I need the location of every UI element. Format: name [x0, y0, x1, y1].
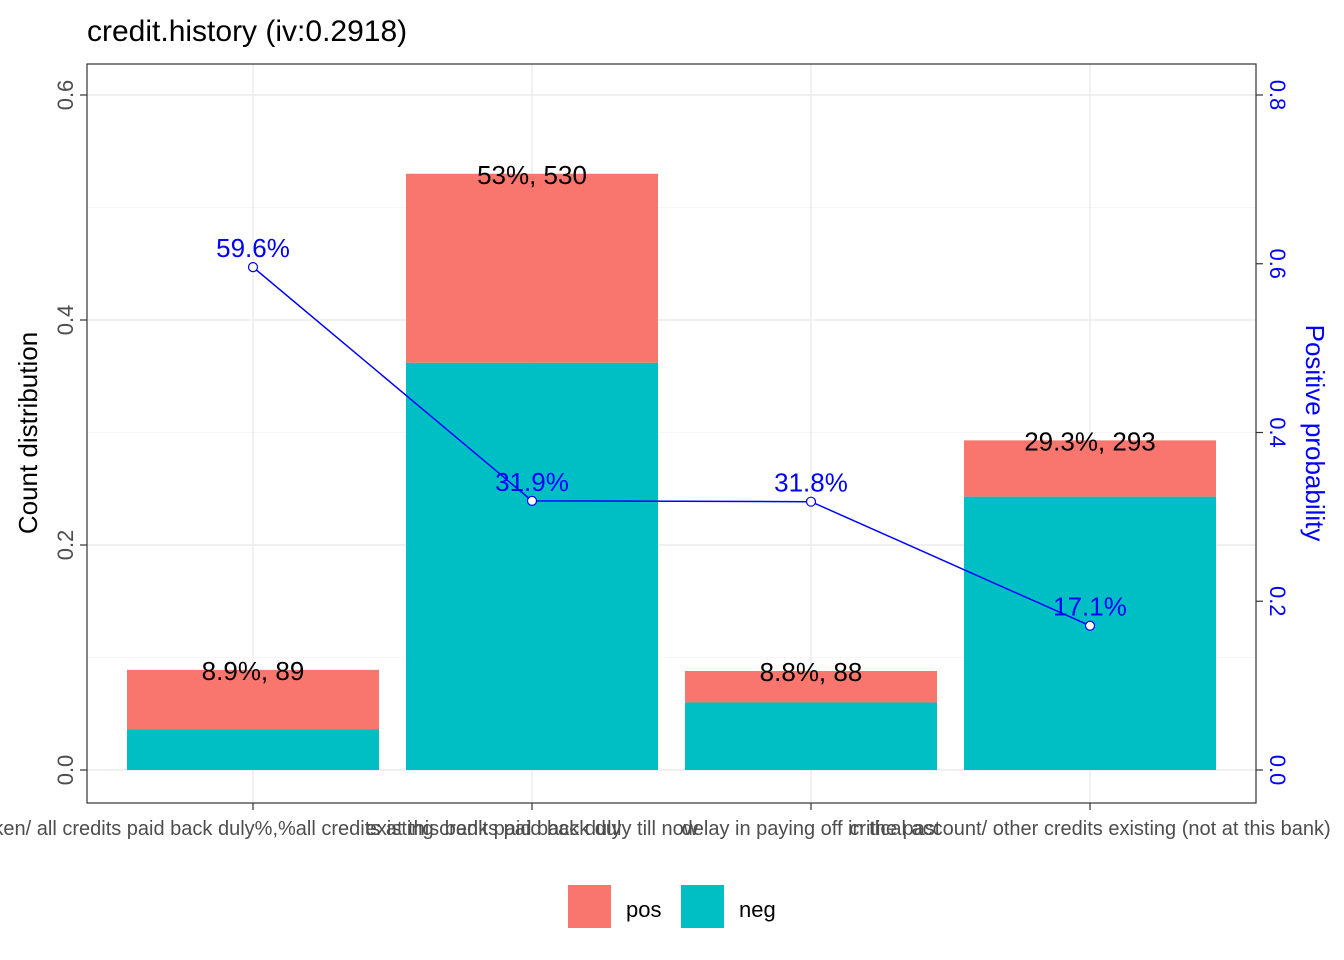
- bar-value-label: 53%, 530: [477, 160, 587, 190]
- right-tick-label: 0.8: [1265, 80, 1290, 111]
- right-tick-label: 0.2: [1265, 586, 1290, 617]
- probability-point: [805, 496, 817, 507]
- bar-pos: [127, 669, 379, 730]
- x-axis: no credits taken/ all credits paid back …: [0, 803, 1331, 840]
- bar-neg: [127, 729, 379, 770]
- left-tick-label: 0.4: [53, 305, 78, 336]
- left-tick-label: 0.2: [53, 530, 78, 561]
- right-tick-label: 0.0: [1265, 755, 1290, 786]
- y-axis-label-right: Positive probability: [1300, 325, 1330, 542]
- right-tick-label: 0.6: [1265, 248, 1290, 279]
- left-tick-label: 0.0: [53, 755, 78, 786]
- probability-label: 31.9%: [495, 467, 569, 497]
- probability-point: [247, 262, 259, 273]
- legend-label-neg: neg: [739, 897, 776, 922]
- bar-pos: [406, 173, 658, 363]
- legend-label-pos: pos: [626, 897, 661, 922]
- bar-value-label: 8.8%, 88: [760, 657, 863, 687]
- x-tick-label: no credits taken/ all credits paid back …: [0, 818, 622, 840]
- bar-value-label: 29.3%, 293: [1024, 426, 1156, 456]
- bar-labels: 8.9%, 89 53%, 530 8.8%, 88 29.3%, 293: [202, 160, 1156, 687]
- x-tick-label: existing credits paid back duly till now: [366, 818, 699, 840]
- probability-line: 59.6% 31.9% 31.8% 17.1%: [216, 233, 1127, 631]
- bar-pos: [685, 671, 937, 703]
- bar-pos: [964, 440, 1216, 497]
- x-tick-label: critical account/ other credits existing…: [849, 818, 1330, 840]
- chart-title: credit.history (iv:0.2918): [87, 15, 407, 48]
- bars: [127, 173, 1216, 770]
- bar-neg: [964, 496, 1216, 770]
- probability-point: [1084, 620, 1096, 631]
- probability-label: 17.1%: [1053, 592, 1127, 622]
- y-axis-label-left: Count distribution: [13, 332, 43, 534]
- probability-point: [526, 495, 538, 506]
- legend: pos neg: [568, 885, 776, 928]
- bar-value-label: 8.9%, 89: [202, 656, 305, 686]
- bar-neg: [685, 702, 937, 770]
- probability-polyline: [252, 266, 1091, 627]
- bar-neg: [406, 362, 658, 770]
- plot-panel-border: [86, 63, 1257, 804]
- x-tick-label: delay in paying off in the past: [682, 818, 941, 840]
- legend-key-pos: [568, 885, 611, 928]
- legend-key-neg: [681, 885, 724, 928]
- probability-label: 59.6%: [216, 233, 290, 263]
- right-tick-label: 0.4: [1265, 417, 1290, 448]
- right-axis: 0.0 0.2 0.4 0.6 0.8: [1256, 80, 1290, 786]
- probability-label: 31.8%: [774, 468, 848, 498]
- left-axis: 0.0 0.2 0.4 0.6: [53, 80, 87, 786]
- left-tick-label: 0.6: [53, 80, 78, 111]
